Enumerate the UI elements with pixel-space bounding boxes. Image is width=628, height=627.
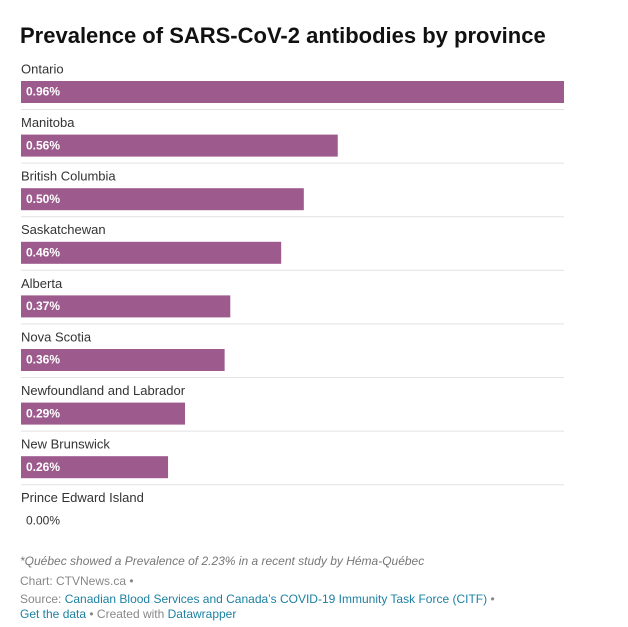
category-label: Nova Scotia	[21, 329, 92, 344]
bar	[21, 241, 282, 264]
created-with: • Created with	[89, 607, 164, 621]
byline: Chart: CTVNews.ca •	[20, 574, 134, 588]
bar	[21, 349, 225, 371]
category-label: Ontario	[21, 61, 64, 76]
category-label: Prince Edward Island	[21, 490, 144, 505]
data-link[interactable]: Get the data	[20, 607, 86, 621]
source-label: Source:	[20, 592, 61, 606]
value-label: 0.36%	[26, 353, 60, 367]
bar	[21, 295, 231, 318]
category-label: Newfoundland and Labrador	[21, 383, 186, 398]
source-link[interactable]: Canadian Blood Services and Canada’s COV…	[65, 592, 487, 606]
bar	[21, 188, 304, 211]
category-label: Alberta	[21, 276, 63, 291]
value-label: 0.26%	[26, 460, 60, 474]
category-label: Saskatchewan	[21, 222, 106, 237]
value-label: 0.00%	[26, 513, 60, 527]
value-label: 0.29%	[26, 406, 60, 420]
category-label: British Columbia	[21, 169, 116, 184]
bar	[21, 456, 169, 479]
chart-title: Prevalence of SARS-CoV-2 antibodies by p…	[20, 23, 546, 48]
value-label: 0.96%	[26, 85, 60, 99]
value-label: 0.37%	[26, 299, 60, 313]
credit-link[interactable]: Datawrapper	[168, 607, 237, 621]
bar	[21, 402, 186, 425]
value-label: 0.50%	[26, 192, 60, 206]
bar	[21, 81, 564, 103]
category-label: New Brunswick	[21, 437, 110, 452]
bar	[21, 134, 338, 157]
value-label: 0.56%	[26, 138, 60, 152]
source-line: Source: Canadian Blood Services and Cana…	[20, 592, 495, 606]
value-label: 0.46%	[26, 245, 60, 259]
note: *Québec showed a Prevalence of 2.23% in …	[20, 554, 424, 568]
credit-line: Get the data • Created with Datawrapper	[20, 607, 236, 621]
separator: •	[490, 592, 494, 606]
category-label: Manitoba	[21, 115, 75, 130]
